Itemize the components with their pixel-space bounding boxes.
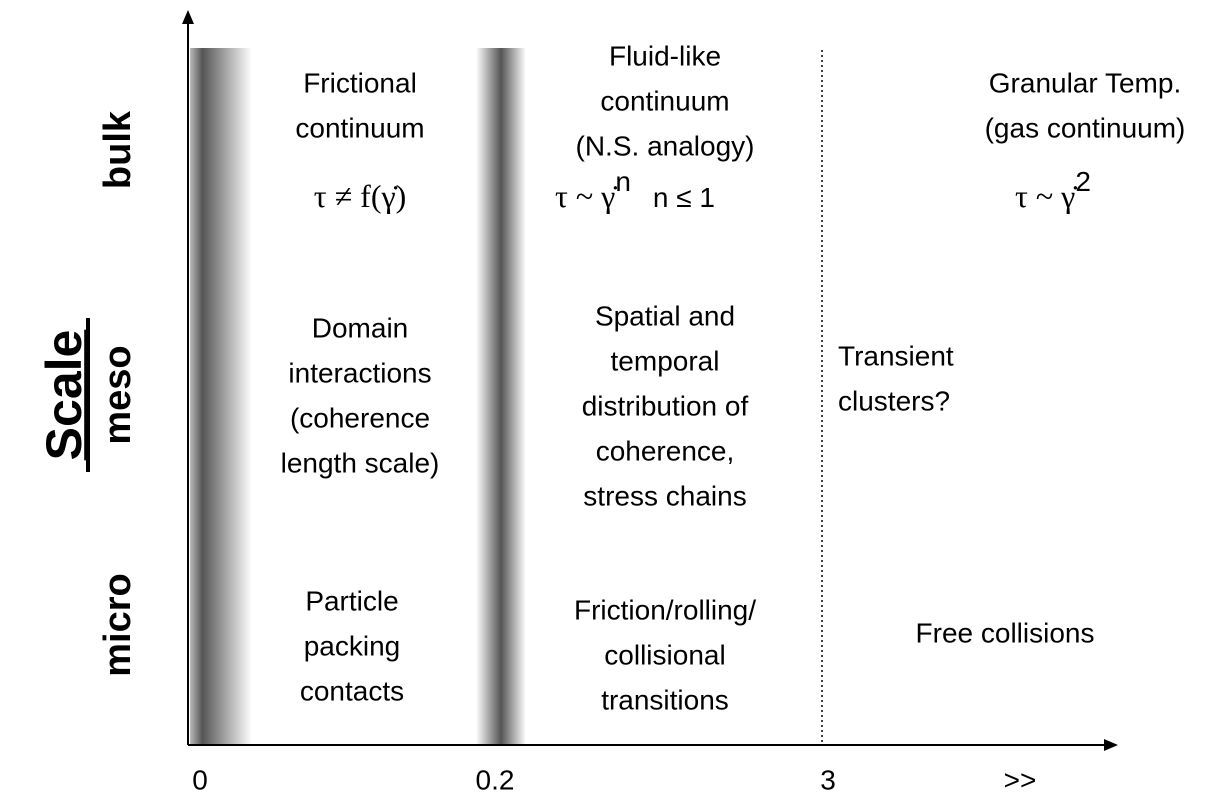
cell-text: clusters? xyxy=(838,385,950,416)
formula-base: τ ~ γ̇ xyxy=(1015,178,1077,214)
cell-text: temporal xyxy=(611,345,720,376)
cell-text: stress chains xyxy=(583,480,746,511)
x-label: >> xyxy=(1004,764,1037,795)
formula: τ ≠ f(γ̇) xyxy=(314,178,407,214)
cell-text: (N.S. analogy) xyxy=(576,130,755,161)
arrow-head xyxy=(182,10,194,24)
formula-exponent: 2 xyxy=(1075,166,1091,197)
formula-base: τ ≠ f(γ̇) xyxy=(314,178,407,214)
cell-text: coherence, xyxy=(596,435,735,466)
formula: τ ~ γ̇n n ≤ 1 xyxy=(555,166,715,214)
cell-text: (coherence xyxy=(290,402,430,433)
boundary-band xyxy=(476,48,526,745)
row-label: bulk xyxy=(97,110,139,189)
cell-text: Fluid-like xyxy=(609,40,721,71)
cell-text: Granular Temp. xyxy=(989,67,1181,98)
row-label: meso xyxy=(97,345,139,444)
formula-condition: n ≤ 1 xyxy=(653,182,715,213)
cell-text: Domain xyxy=(312,312,408,343)
cell-text: Frictional xyxy=(303,67,417,98)
formula-base: τ ~ γ̇ xyxy=(555,178,617,214)
cell-text: continuum xyxy=(600,85,729,116)
axis-title: Scale xyxy=(36,330,92,461)
cell-text: Particle xyxy=(305,585,398,616)
cell-text: distribution of xyxy=(582,390,749,421)
cell-text: interactions xyxy=(288,357,431,388)
x-label: 3 xyxy=(820,764,836,795)
cell-text: continuum xyxy=(295,112,424,143)
cell-text: length scale) xyxy=(281,447,440,478)
formula: τ ~ γ̇2 xyxy=(1015,166,1091,214)
boundary-band xyxy=(190,48,252,745)
cell-text: collisional xyxy=(604,639,725,670)
formula-exponent: n xyxy=(615,166,631,197)
x-label: 0 xyxy=(192,764,208,795)
row-label: micro xyxy=(97,573,139,676)
cell-text: Free collisions xyxy=(916,617,1095,648)
cell-text: Friction/rolling/ xyxy=(574,594,756,625)
cell-text: Spatial and xyxy=(595,300,735,331)
cell-text: (gas continuum) xyxy=(985,112,1186,143)
cell-text: Transient xyxy=(838,340,954,371)
x-label: 0.2 xyxy=(476,764,515,795)
cell-text: contacts xyxy=(300,675,404,706)
cell-text: transitions xyxy=(601,684,729,715)
arrow-head xyxy=(1104,739,1118,751)
cell-text: packing xyxy=(304,630,401,661)
